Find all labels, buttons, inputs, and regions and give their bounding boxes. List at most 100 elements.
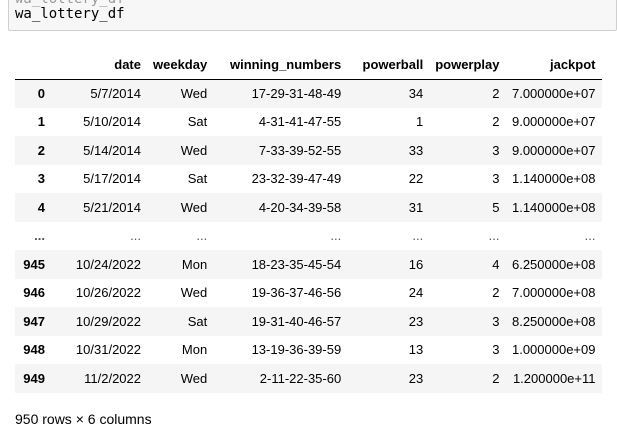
table-body: 0 5/7/2014 Wed 17-29-31-48-49 34 2 7.000000e+0…	[15, 79, 602, 393]
column-header: weekday	[147, 51, 214, 80]
table-cell: 5/14/2014	[83, 142, 141, 158]
column-header: jackpot	[505, 51, 602, 80]
column-header: powerball	[347, 51, 430, 80]
column-header: powerplay	[429, 51, 506, 80]
table-cell: Wed	[180, 370, 208, 386]
table-cell: 3	[492, 142, 500, 158]
table-cell: Mon	[181, 256, 208, 272]
table-cell: 2-11-22-35-60	[259, 370, 342, 386]
table-cell: 17-29-31-48-49	[251, 86, 342, 101]
table-cell: 3	[492, 313, 500, 329]
table-cell: 2	[492, 285, 500, 301]
table-cell: 13	[408, 342, 424, 358]
table-cell: ...	[130, 228, 141, 244]
table-cell: 1.140000e+08	[511, 199, 596, 215]
code-cell-input[interactable]: wa_lottery_df wa_lottery_df	[8, 0, 617, 31]
table-cell: 3	[492, 171, 500, 187]
column-header: winning_numbers	[213, 51, 348, 80]
code-line-partial: wa_lottery_df	[15, 0, 125, 7]
table-cell: 4	[492, 256, 500, 272]
table-cell: 23	[408, 313, 424, 329]
table-row: 1 5/10/2014 Sat 4-31-41-47-55 1 2 9.000000e+07	[15, 108, 602, 137]
table-cell: Wed	[180, 142, 208, 158]
index-header	[15, 51, 51, 80]
table-cell: 5/10/2014	[83, 114, 141, 130]
table-cell: 3	[492, 342, 500, 358]
table-cell: 7.000000e+08	[511, 285, 596, 301]
table-cell: 9.000000e+07	[511, 114, 596, 130]
table-cell: 34	[408, 86, 424, 101]
table-cell: Sat	[187, 171, 208, 187]
table-cell: ...	[488, 228, 500, 244]
table-row: 949 11/2/2022 Wed 2-11-22-35-60 23 2 1.200000e…	[15, 364, 602, 393]
table-cell: 16	[408, 256, 424, 272]
table-cell: 2	[492, 114, 500, 130]
table-cell: 5/21/2014	[83, 199, 141, 215]
table-cell: 5/17/2014	[83, 171, 141, 187]
table-cell: 13-19-36-39-59	[251, 342, 342, 358]
row-index: 948	[23, 342, 45, 358]
table-cell: 11/2/2022	[84, 370, 141, 386]
table-cell: 5	[492, 199, 500, 215]
table-cell: Sat	[187, 313, 208, 329]
table-cell: 10/26/2022	[75, 285, 141, 301]
table-cell: 4-20-34-39-58	[258, 199, 342, 215]
table-cell: 1	[415, 114, 424, 130]
row-index: 947	[23, 313, 45, 329]
row-index: 949	[23, 370, 45, 386]
table-row: 945 10/24/2022 Mon 18-23-35-45-54 16 4 6.25000…	[15, 250, 602, 279]
table-cell: Wed	[180, 285, 208, 301]
table-row: 2 5/14/2014 Wed 7-33-39-52-55 33 3 9.000000e+0…	[15, 136, 602, 165]
row-index: 945	[23, 256, 45, 272]
table-cell: 10/29/2022	[75, 313, 141, 329]
dataframe-output: date weekday winning_numbers powerball p…	[15, 51, 602, 393]
table-row: 948 10/31/2022 Mon 13-19-36-39-59 13 3 1.00000…	[15, 336, 602, 365]
table-cell: 10/31/2022	[75, 342, 141, 358]
header-row: date weekday winning_numbers powerball p…	[15, 51, 602, 80]
table-cell: ...	[584, 228, 596, 244]
dataframe-shape-summary: 950 rows × 6 columns	[15, 411, 152, 427]
row-index: 0	[37, 86, 45, 101]
table-cell: Sat	[187, 114, 208, 130]
table-row: 4 5/21/2014 Wed 4-20-34-39-58 31 5 1.140000e+0…	[15, 193, 602, 222]
table-cell: 18-23-35-45-54	[251, 256, 342, 272]
table-cell: Mon	[181, 342, 208, 358]
row-index: 3	[37, 171, 45, 187]
table-cell: Wed	[180, 86, 208, 101]
table-cell: 9.000000e+07	[511, 142, 596, 158]
table-cell: 8.250000e+08	[511, 313, 596, 329]
table-cell: ...	[196, 228, 208, 244]
table-cell: 6.250000e+08	[511, 256, 596, 272]
table-cell: 1.140000e+08	[511, 171, 596, 187]
table-cell: 22	[408, 171, 424, 187]
table-cell: 31	[408, 199, 424, 215]
table-cell: 1.200000e+11	[512, 370, 596, 386]
row-index: 1	[37, 114, 45, 130]
dataframe-table: date weekday winning_numbers powerball p…	[15, 51, 602, 393]
table-cell: 19-31-40-46-57	[251, 313, 342, 329]
table-cell: 23	[408, 370, 424, 386]
table-cell: ...	[330, 228, 342, 244]
table-cell: 23-32-39-47-49	[251, 171, 342, 187]
table-cell: 2	[492, 370, 500, 386]
table-row: 947 10/29/2022 Sat 19-31-40-46-57 23 3 8.25000…	[15, 307, 602, 336]
table-cell: 33	[408, 142, 424, 158]
table-row: .....................	[15, 222, 602, 251]
table-row: 3 5/17/2014 Sat 23-32-39-47-49 22 3 1.140000e+…	[15, 165, 602, 194]
table-cell: 2	[492, 86, 500, 101]
row-index: ...	[34, 228, 45, 244]
table-cell: 7-33-39-52-55	[258, 142, 342, 158]
table-cell: 1.000000e+09	[511, 342, 596, 358]
table-cell: 7.000000e+07	[511, 86, 596, 101]
code-line: wa_lottery_df	[15, 6, 125, 22]
table-cell: Wed	[180, 199, 208, 215]
table-row: 946 10/26/2022 Wed 19-36-37-46-56 24 2 7.00000…	[15, 279, 602, 308]
table-cell: 5/7/2014	[90, 86, 141, 101]
table-cell: 24	[408, 285, 424, 301]
table-row: 0 5/7/2014 Wed 17-29-31-48-49 34 2 7.000000e+0…	[15, 79, 602, 108]
column-header: date	[51, 51, 147, 80]
row-index: 4	[37, 199, 45, 215]
row-index: 2	[37, 142, 45, 158]
table-cell: 10/24/2022	[75, 256, 141, 272]
table-cell: 4-31-41-47-55	[258, 114, 342, 130]
